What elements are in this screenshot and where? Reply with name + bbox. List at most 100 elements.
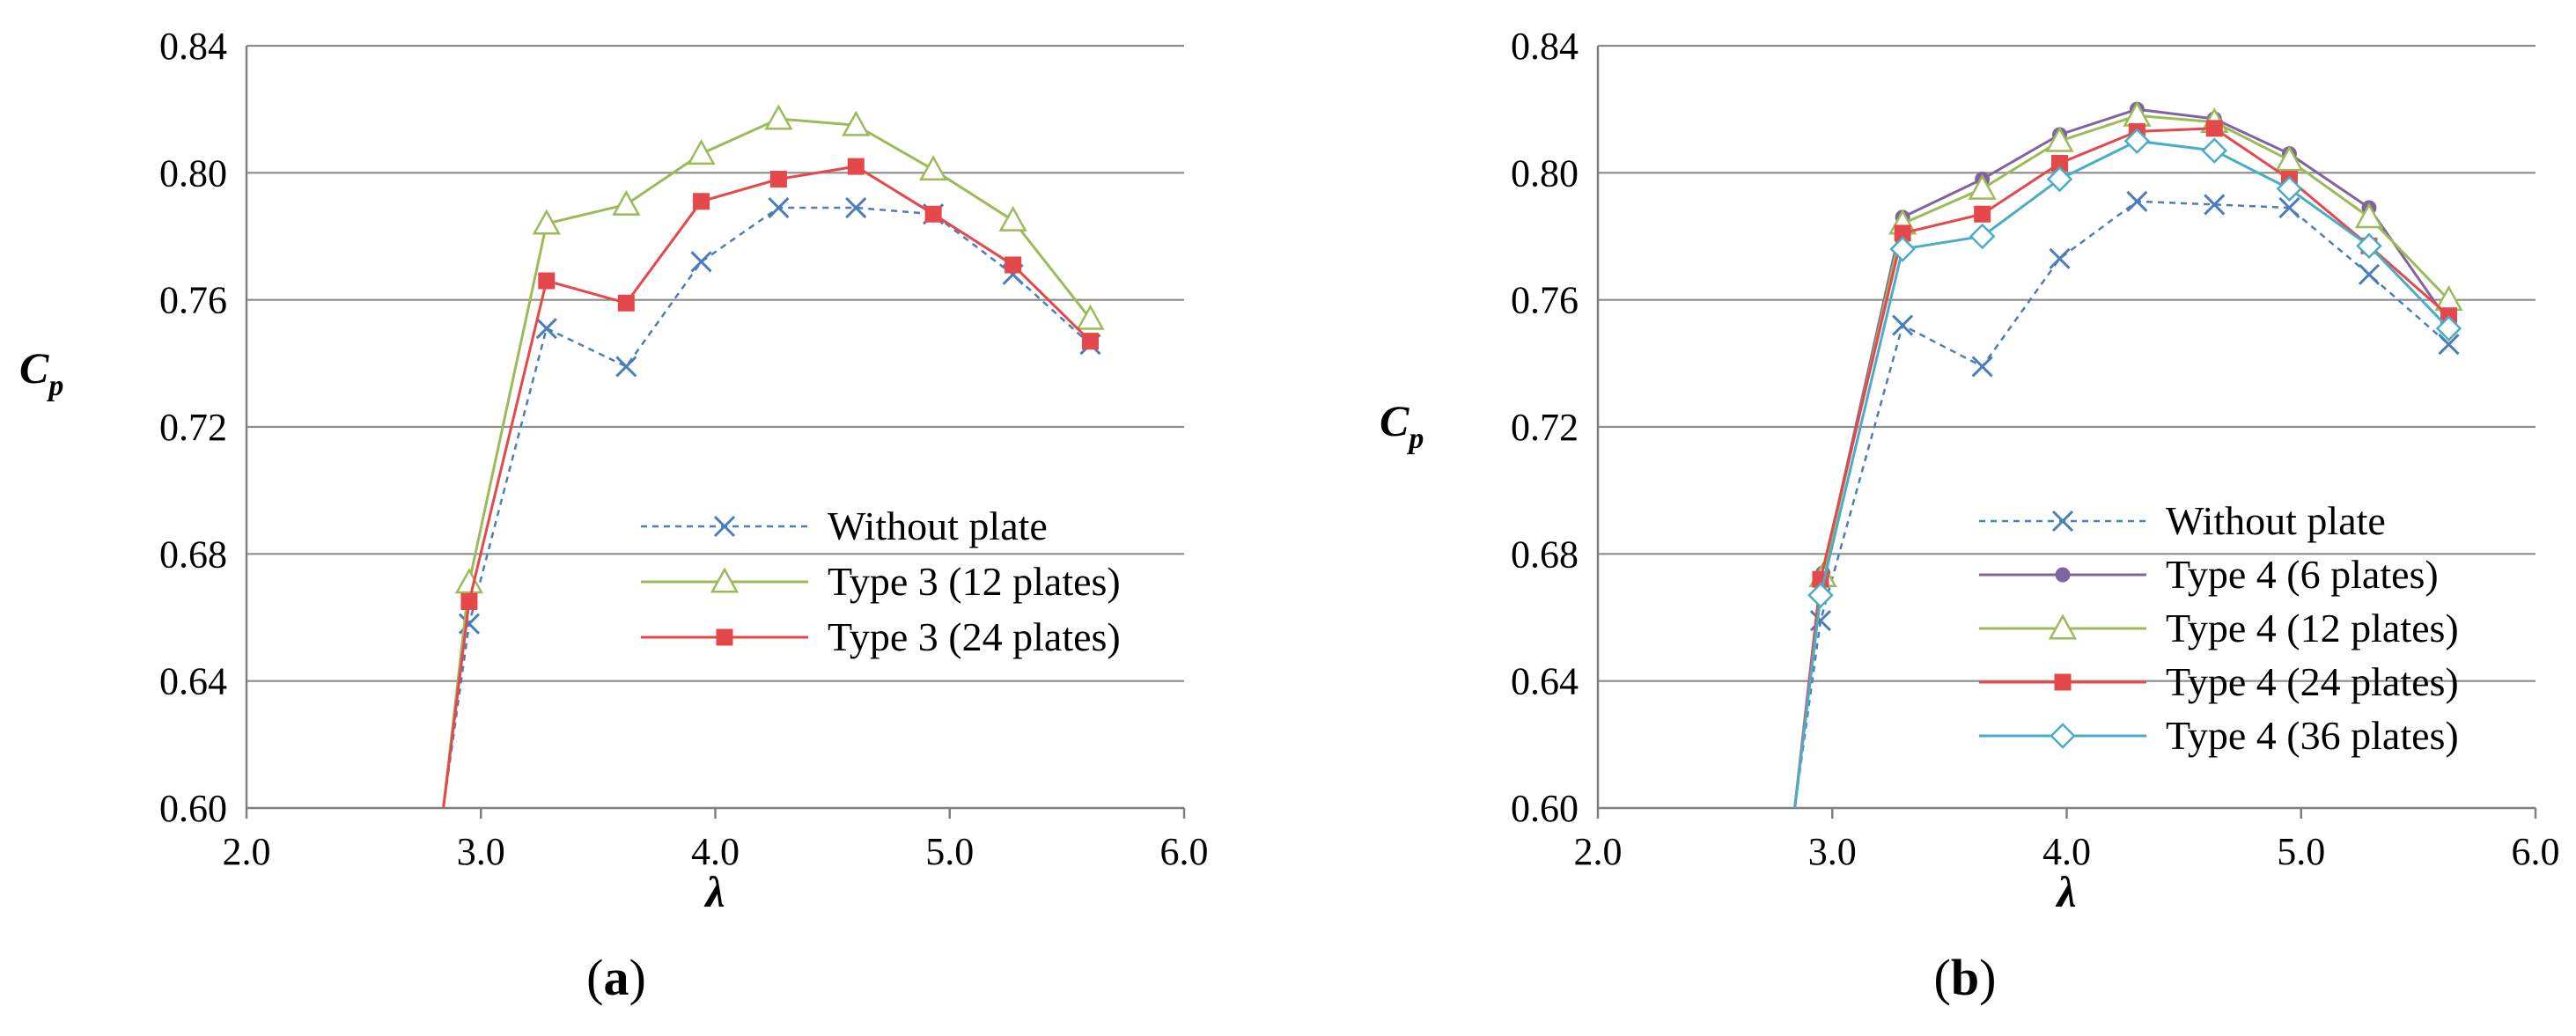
data-point: [842, 110, 871, 136]
data-point: [2275, 145, 2304, 172]
data-point: [2123, 100, 2152, 127]
legend-marker: [2050, 723, 2076, 749]
data-point: [454, 568, 484, 594]
y-tick-label: 0.60: [1511, 787, 1579, 830]
data-point: [1082, 333, 1099, 350]
legend-label: Without plate: [2166, 498, 2386, 543]
data-point: [845, 196, 867, 219]
legend-marker: [713, 515, 736, 538]
y-tick-label: 0.80: [159, 151, 227, 195]
data-point: [538, 272, 556, 290]
legend-label: Type 3 (24 plates): [828, 614, 1121, 659]
legend-label: Type 4 (36 plates): [2166, 713, 2459, 758]
data-point: [2205, 120, 2223, 137]
data-point: [2356, 232, 2382, 260]
y-tick-label: 0.76: [159, 279, 227, 322]
x-tick-label: 2.0: [1574, 830, 1623, 873]
data-point: [532, 209, 561, 235]
x-tick-label: 2.0: [223, 830, 271, 873]
data-point: [764, 104, 793, 130]
data-point: [2201, 137, 2228, 164]
series-line-0: [442, 206, 1092, 808]
series-line-1: [442, 117, 1092, 808]
data-point: [2045, 126, 2074, 152]
data-point: [998, 205, 1027, 231]
x-tick-label: 6.0: [2512, 830, 2560, 873]
series-line-2: [1793, 114, 2450, 808]
panel-label: (b): [1934, 949, 1997, 1006]
x-tick-label: 4.0: [691, 830, 740, 873]
x-tick-label: 3.0: [1808, 830, 1857, 873]
data-point: [2278, 196, 2300, 219]
y-tick-label: 0.72: [159, 406, 227, 449]
legend: Without plate Type 3 (12 plates) Type 3 (2…: [641, 503, 1121, 659]
series-line-0: [1793, 200, 2450, 808]
data-point: [1968, 173, 1997, 200]
data-point: [2438, 334, 2460, 356]
data-point: [2204, 194, 2226, 216]
y-tick-label: 0.84: [159, 25, 227, 68]
y-axis-label-subscript: p: [1406, 422, 1424, 455]
legend-marker: [710, 567, 740, 593]
x-axis-label: λ: [2055, 867, 2076, 916]
data-point: [2123, 128, 2151, 155]
chart-panel-a: 0.60 0.64 0.68 0.72 0.76 0.80 0.84 2.0 3.0 4.0 5.0…: [19, 25, 1209, 1006]
data-point: [1889, 236, 1916, 262]
y-tick-label: 0.80: [1511, 151, 1579, 195]
x-tick-label: 5.0: [925, 830, 974, 873]
y-tick-label: 0.64: [159, 660, 227, 703]
y-tick-label: 0.68: [1511, 533, 1579, 576]
x-tick-label: 5.0: [2277, 830, 2325, 873]
data-point: [918, 155, 948, 181]
data-point: [612, 189, 641, 216]
data-point: [535, 318, 557, 340]
x-tick-label: 4.0: [2042, 830, 2091, 873]
y-axis-label: Cp: [19, 343, 63, 402]
data-point: [1076, 304, 1105, 330]
series-line-3: [1793, 127, 2450, 808]
y-tick-label: 0.60: [159, 787, 227, 830]
data-point: [924, 205, 942, 223]
data-point: [2276, 175, 2303, 202]
y-tick-label: 0.76: [1511, 279, 1579, 322]
y-tick-label: 0.68: [159, 533, 227, 576]
data-point: [2435, 315, 2462, 342]
data-point: [1974, 205, 1991, 223]
data-point: [847, 158, 865, 175]
legend-label: Type 4 (6 plates): [2166, 552, 2439, 597]
legend-label: Type 4 (12 plates): [2166, 606, 2459, 650]
y-tick-label: 0.72: [1511, 406, 1579, 449]
chart-panel-b: 0.60 0.64 0.68 0.72 0.76 0.80 0.84 2.0 3.0 4.0 5.0…: [1380, 25, 2560, 1006]
legend-marker: [2055, 567, 2071, 583]
panel-label: (a): [586, 949, 646, 1006]
data-point: [617, 294, 635, 312]
data-point: [2354, 202, 2384, 229]
data-point: [687, 139, 716, 165]
y-axis-label: Cp: [1380, 396, 1424, 455]
legend: Without plate Type 4 (6 plates) Type 4 (12…: [1979, 498, 2459, 758]
data-point: [1971, 356, 1993, 378]
legend-marker: [2051, 510, 2074, 533]
data-point: [1969, 223, 1996, 250]
data-point: [690, 251, 712, 273]
legend-label: Type 3 (12 plates): [828, 559, 1121, 604]
data-point: [768, 196, 790, 219]
series-group: [442, 104, 1105, 808]
series-line-2: [442, 165, 1092, 808]
x-tick-label: 6.0: [1160, 830, 1209, 873]
legend-label: Type 4 (24 plates): [2166, 659, 2459, 704]
data-point: [460, 592, 478, 610]
y-tick-label: 0.64: [1511, 660, 1579, 703]
x-tick-label: 3.0: [457, 830, 505, 873]
data-point: [1005, 256, 1022, 274]
data-point: [615, 356, 637, 378]
data-point: [2358, 263, 2381, 285]
y-axis-label-subscript: p: [46, 370, 63, 402]
data-point: [1807, 582, 1834, 609]
legend-marker: [716, 628, 733, 646]
x-axis-label: λ: [703, 867, 725, 916]
legend-marker: [2054, 673, 2072, 691]
series-line-4: [1793, 139, 2450, 808]
data-point: [1892, 314, 1914, 336]
